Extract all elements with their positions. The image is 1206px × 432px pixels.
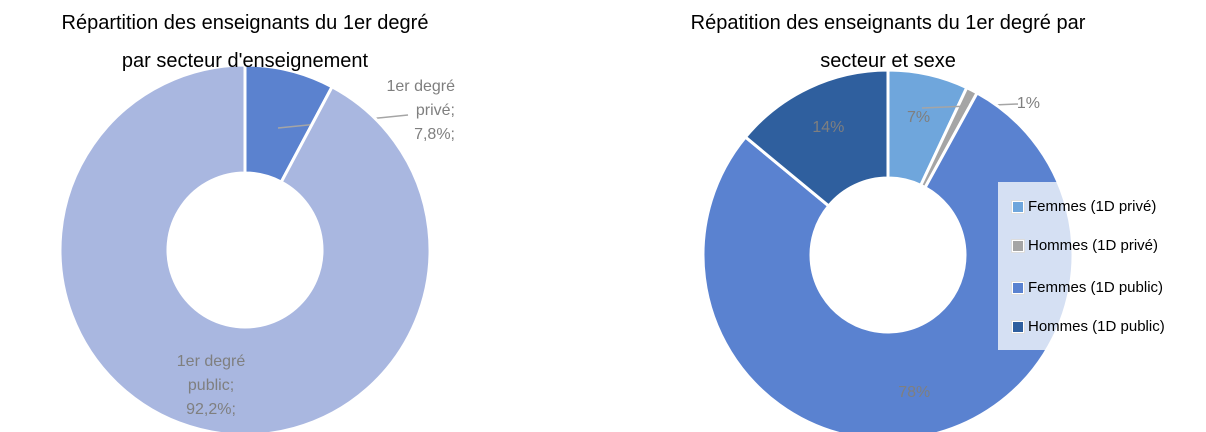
- data-label: 1%: [1010, 92, 1040, 116]
- separator: ;: [450, 102, 455, 119]
- value-label: 78%: [898, 383, 931, 401]
- legend-label: Hommes (1D public): [1028, 318, 1165, 335]
- value-label: 92,2%;: [186, 400, 236, 418]
- category-name: 1er degré privé: [386, 78, 456, 119]
- value-label-line: 78%: [864, 381, 964, 405]
- value-label: 1%: [1016, 95, 1040, 112]
- value-label-line: 1%: [1010, 92, 1040, 116]
- legend-item: Hommes (1D public): [1011, 318, 1165, 335]
- value-label-line: 92,2%;: [161, 398, 261, 422]
- value-label: 7%: [906, 109, 931, 127]
- label-category: 1er degré public;: [161, 350, 261, 398]
- legend-item: Hommes (1D privé): [1011, 237, 1159, 254]
- data-label: 7%: [869, 106, 969, 130]
- separator: ;: [229, 376, 235, 394]
- category-name: 1er degré public: [176, 352, 246, 394]
- legend-swatch: [1011, 238, 1025, 253]
- slice: [58, 63, 432, 432]
- chart-title: Répatition des enseignants du 1er degré …: [690, 12, 1086, 72]
- legend-label: Femmes (1D privé): [1028, 198, 1157, 215]
- legend-swatch: [1011, 319, 1025, 334]
- legend-label: Hommes (1D privé): [1028, 237, 1159, 254]
- value-label-line: 14%: [778, 116, 878, 140]
- value-label: 14%: [812, 119, 845, 137]
- legend: Femmes (1D privé) Hommes (1D privé) Femmes…: [998, 182, 1206, 350]
- value-label-line: 7%: [869, 106, 969, 130]
- legend-item: Femmes (1D privé): [1011, 198, 1157, 215]
- data-label: 78%: [864, 381, 964, 405]
- data-label: 14%: [778, 116, 878, 140]
- legend-item: Femmes (1D public): [1011, 279, 1164, 296]
- legend-swatch: [1011, 280, 1025, 295]
- legend-swatch: [1011, 199, 1025, 214]
- data-label: 1er degré public; 92,2%;: [161, 350, 261, 422]
- data-label: 1er degré privé; 7,8%;: [365, 75, 456, 147]
- value-label-line: 7,8%;: [365, 123, 455, 147]
- value-label: 7,8%;: [414, 126, 455, 143]
- legend-label: Femmes (1D public): [1028, 279, 1164, 296]
- label-category: 1er degré privé;: [365, 75, 456, 123]
- chart-title: Répartition des enseignants du 1er degré…: [61, 12, 429, 72]
- slice: [743, 68, 890, 209]
